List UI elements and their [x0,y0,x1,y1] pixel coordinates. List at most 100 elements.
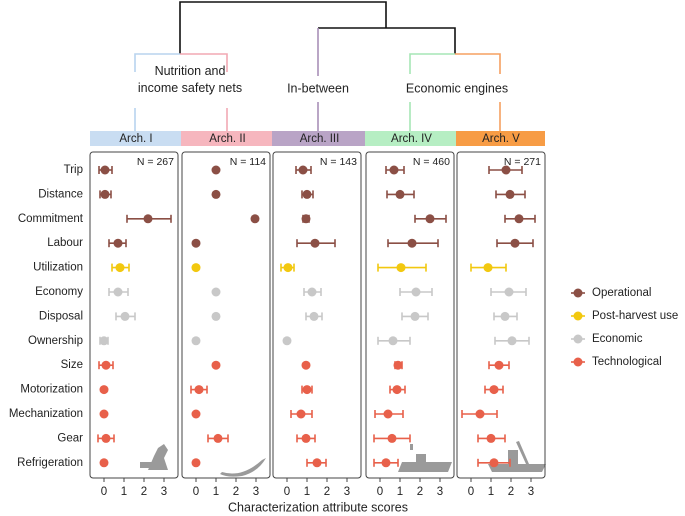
dot [298,165,308,175]
dot [310,238,320,248]
dot [211,165,221,175]
silhouette-fisher [140,444,168,470]
archetype-name: Arch. I [119,133,152,145]
dot [501,165,511,175]
archetype-header [272,131,366,146]
branch-arch-4 [409,53,455,74]
x-tick-label: 0 [468,486,474,498]
dot [392,385,402,395]
legend-label: Economic [592,333,643,345]
dot [505,189,515,199]
dot [302,189,312,199]
legend-label: Operational [592,287,651,299]
dot [100,189,110,199]
dot [489,385,499,395]
archetype-name: Arch. III [300,133,340,145]
legend-label: Post-harvest use [592,310,678,322]
n-label: N = 267 [137,156,174,168]
dot [99,385,109,395]
category-label: Gear [57,432,83,444]
dot [483,263,493,273]
category-label: Commitment [18,213,84,225]
dot [211,287,221,297]
x-tick-label: 3 [528,486,534,498]
dendrogram [134,1,501,131]
dot [475,409,485,419]
n-label: N = 460 [413,156,450,168]
x-tick-label: 3 [437,486,443,498]
dot [211,311,221,321]
category-label: Mechanization [9,408,83,420]
dendrogram-branch [318,27,456,54]
cluster-label: Nutrition and [155,64,226,78]
category-label: Labour [47,237,83,249]
dot [507,336,517,346]
cluster-label: In-between [287,81,349,95]
category-label: Ownership [28,335,83,347]
category-label: Economy [35,286,83,298]
dendrogram-root [179,1,387,54]
legend-label: Technological [592,356,662,368]
panel-frame [89,151,179,479]
dot [99,336,109,346]
dot [514,214,524,224]
dot [307,287,317,297]
n-label: N = 271 [504,156,541,168]
dot [301,214,311,224]
silhouette-trawler [398,444,452,472]
dot [283,263,293,273]
dot [120,311,130,321]
dot [191,336,201,346]
dot [213,433,223,443]
panel-frame [456,151,546,479]
category-label: Refrigeration [17,457,83,469]
dot [489,458,499,468]
dot [250,214,260,224]
category-label: Trip [64,164,83,176]
dot [389,165,399,175]
dot [500,311,510,321]
dot [393,360,403,370]
dot [296,409,306,419]
dot [100,165,110,175]
dot [282,336,292,346]
dot [191,458,201,468]
archetype-name: Arch. II [209,133,245,145]
branch-arch-5 [455,53,501,74]
dot [410,311,420,321]
silhouettes [140,441,546,477]
legend-dot [573,357,583,367]
dot [191,263,201,273]
branch-arch-2 [180,53,228,72]
dot [309,311,319,321]
branch-arch-1 [134,53,180,72]
x-tick-label: 0 [377,486,383,498]
dot [312,458,322,468]
x-tick-label: 3 [161,486,167,498]
x-tick-label: 2 [417,486,423,498]
cluster-label: Economic engines [406,81,508,95]
silhouette-vessel [488,441,546,472]
dot [301,433,311,443]
x-tick-label: 1 [397,486,403,498]
dot [407,238,417,248]
dot [486,433,496,443]
archetype-header [181,131,273,146]
category-label: Distance [38,188,83,200]
n-label: N = 114 [230,156,266,168]
dot [191,409,201,419]
dot [99,458,109,468]
x-tick-label: 1 [213,486,219,498]
dot [113,287,123,297]
x-tick-label: 2 [233,486,239,498]
dot [494,360,504,370]
dot [101,360,111,370]
archetype-header [456,131,545,146]
cluster-label: income safety nets [138,81,242,95]
category-label: Motorization [20,384,83,396]
x-tick-label: 2 [508,486,514,498]
dot [113,238,123,248]
dot [396,263,406,273]
dot [211,189,221,199]
